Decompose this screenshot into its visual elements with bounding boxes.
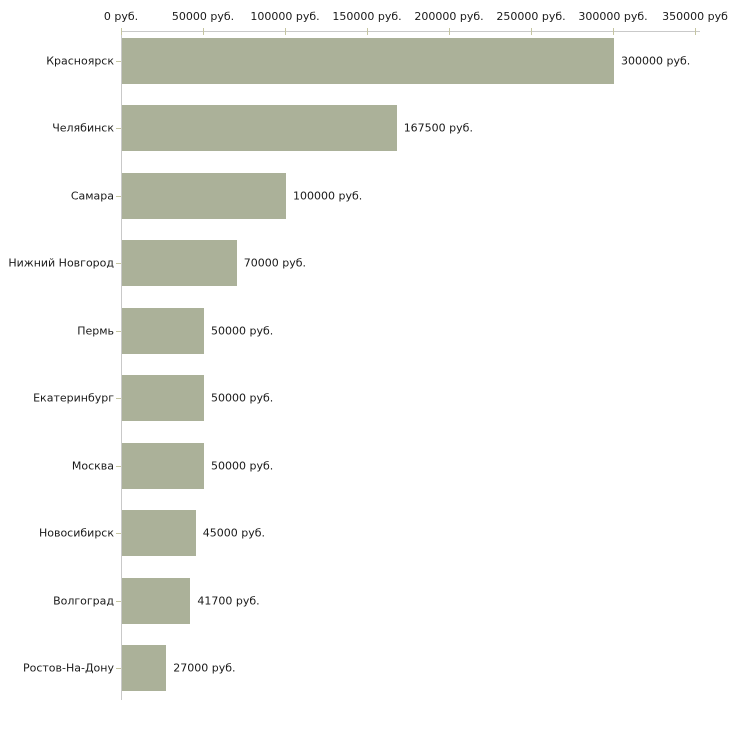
x-axis-tick — [121, 28, 122, 35]
bar — [122, 375, 204, 421]
category-label: Красноярск — [46, 54, 114, 67]
y-axis-tick — [116, 465, 121, 467]
x-axis-tick-label: 150000 руб. — [332, 10, 402, 23]
bar-value-label: 70000 руб. — [243, 256, 307, 270]
bar — [122, 37, 614, 84]
category-label: Екатеринбург — [33, 391, 114, 405]
bar-value-label: 45000 руб. — [202, 526, 266, 540]
y-axis-tick — [116, 263, 121, 264]
x-axis-tick — [613, 28, 614, 35]
x-axis-tick — [285, 28, 286, 35]
bar — [122, 172, 286, 219]
bar — [122, 510, 196, 556]
x-axis-tick-label: 0 руб. — [103, 10, 139, 23]
bar — [122, 442, 204, 489]
x-axis-tick — [695, 28, 696, 35]
category-label: Ростов-На-Дону — [22, 661, 114, 675]
bar-value-label: 27000 руб. — [173, 661, 236, 675]
x-axis-tick-label: 250000 руб. — [496, 10, 566, 23]
bar — [122, 105, 397, 151]
x-axis-tick — [367, 28, 368, 35]
y-axis-line — [121, 31, 122, 700]
bar-value-label: 167500 руб. — [403, 121, 473, 135]
y-axis-tick — [116, 195, 121, 197]
x-axis-line — [121, 31, 700, 32]
x-axis-tick-label: 350000 руб — [662, 10, 728, 23]
x-axis-tick-label: 300000 руб. — [578, 10, 648, 23]
y-axis-tick — [116, 398, 121, 399]
category-label: Москва — [71, 459, 114, 472]
bar — [122, 240, 237, 286]
y-axis-tick — [116, 668, 121, 669]
category-label: Волгоград — [53, 594, 114, 607]
x-axis-tick — [203, 28, 204, 35]
category-label: Новосибирск — [38, 526, 114, 540]
x-axis-tick — [531, 28, 532, 35]
y-axis-tick — [116, 533, 121, 534]
bar — [122, 645, 167, 691]
bar — [122, 577, 191, 624]
x-axis-tick-label: 50000 руб. — [171, 10, 235, 23]
x-axis-tick-label: 100000 руб. — [250, 10, 320, 23]
bar-value-label: 41700 руб. — [197, 594, 260, 607]
y-axis-tick — [116, 330, 121, 332]
bar-value-label: 50000 руб. — [211, 459, 274, 472]
x-axis-tick-label: 200000 руб. — [414, 10, 484, 23]
y-axis-tick — [116, 60, 121, 62]
category-label: Пермь — [77, 324, 114, 337]
category-label: Нижний Новгород — [8, 256, 114, 270]
y-axis-tick — [116, 600, 121, 602]
bar-value-label: 300000 руб. — [621, 54, 691, 67]
bar — [122, 307, 204, 354]
bar-value-label: 50000 руб. — [211, 324, 274, 337]
category-label: Самара — [70, 189, 114, 202]
x-axis-tick — [449, 28, 450, 35]
category-label: Челябинск — [52, 121, 114, 135]
bar-value-label: 50000 руб. — [211, 391, 274, 405]
y-axis-tick — [116, 128, 121, 129]
bar-value-label: 100000 руб. — [293, 189, 363, 202]
